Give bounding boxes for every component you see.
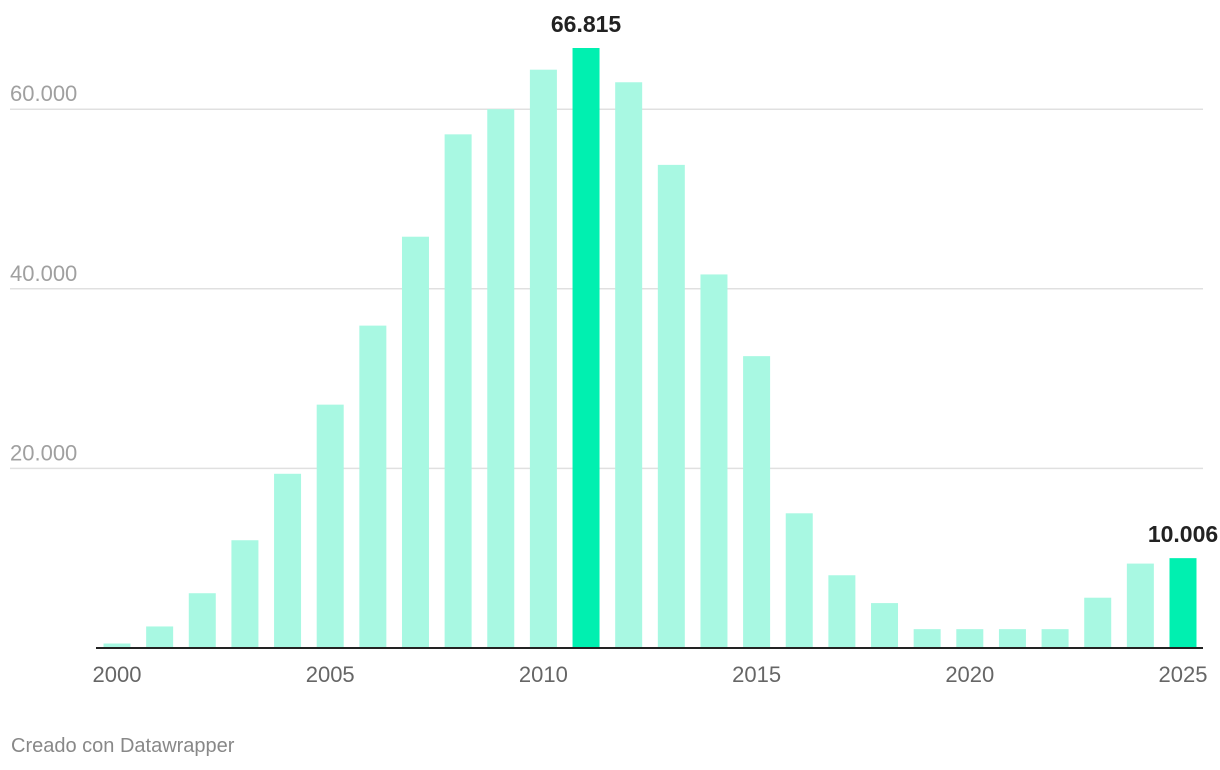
y-tick-label: 60.000 (10, 81, 77, 106)
bar-2023 (1084, 597, 1112, 648)
bar-2000 (103, 643, 131, 648)
bar-2009 (487, 109, 515, 648)
bar-2022 (1041, 629, 1069, 648)
bar-2021 (998, 629, 1026, 648)
y-axis-labels: 20.000 40.000 60.000 (10, 81, 77, 465)
bar-2011 (572, 48, 600, 648)
y-tick-label: 20.000 (10, 440, 77, 465)
bar-2004 (274, 473, 302, 648)
value-label: 10.006 (1148, 521, 1218, 547)
bar-2001 (146, 626, 174, 648)
x-tick-label: 2000 (93, 662, 142, 687)
bar-2006 (359, 325, 387, 648)
bar-2020 (956, 629, 984, 648)
value-labels: 66.815 10.006 (551, 11, 1218, 547)
x-tick-label: 2005 (306, 662, 355, 687)
bar-2010 (529, 69, 557, 648)
bar-2015 (743, 356, 771, 648)
bar-2005 (316, 404, 344, 648)
x-axis-labels: 2000 2005 2010 2015 2020 2025 (93, 662, 1208, 687)
x-tick-label: 2010 (519, 662, 568, 687)
gridlines (10, 108, 1203, 470)
bar-2017 (828, 575, 856, 648)
y-tick-label: 40.000 (10, 261, 77, 286)
bar-2013 (657, 164, 685, 649)
bar-2019 (913, 629, 941, 648)
x-tick-label: 2020 (945, 662, 994, 687)
bar-2018 (871, 603, 899, 648)
bars (103, 48, 1197, 649)
value-label: 66.815 (551, 11, 622, 37)
x-tick-label: 2025 (1159, 662, 1208, 687)
credit-text: Creado con Datawrapper (11, 735, 235, 757)
bar-2003 (231, 540, 259, 648)
bar-2007 (401, 236, 429, 649)
bar-2008 (444, 134, 472, 648)
bar-2012 (615, 82, 643, 648)
bar-2025 (1169, 558, 1197, 648)
bar-2024 (1126, 563, 1154, 648)
bar-2014 (700, 274, 728, 648)
x-tick-label: 2015 (732, 662, 781, 687)
bar-2002 (188, 593, 216, 648)
bar-2016 (785, 513, 813, 648)
